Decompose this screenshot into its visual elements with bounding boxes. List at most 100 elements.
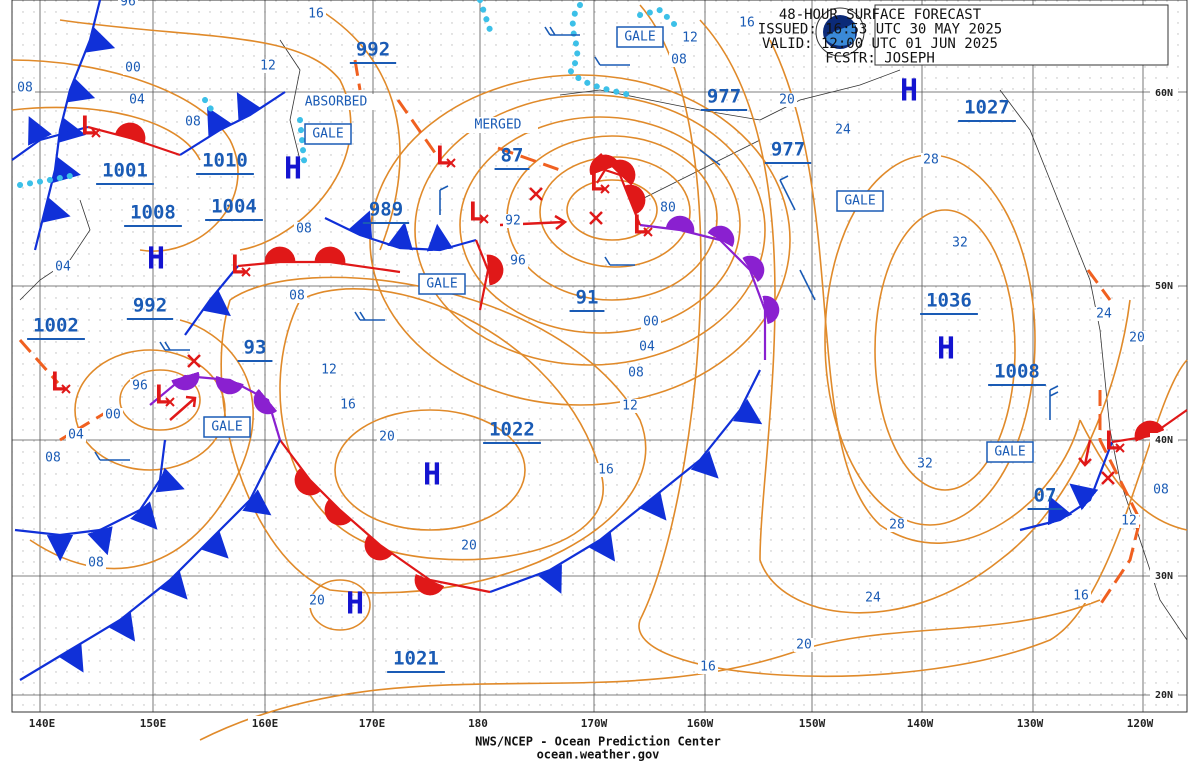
high-center: H: [423, 458, 441, 493]
isobar-label-bg: [306, 7, 326, 21]
header-box: [874, 4, 1169, 66]
absorbed-fronts: [17, 0, 683, 188]
header-line: 48-HOUR SURFACE FORECAST: [779, 7, 982, 23]
lon-label: 120W: [1127, 717, 1154, 730]
fronts: [11, 0, 1188, 681]
isobar-label-bg: [950, 236, 970, 250]
lon-label-box: [461, 716, 495, 732]
isobar-label: 28: [923, 153, 939, 168]
low-x: [600, 184, 610, 194]
isobar-label: 24: [1096, 307, 1112, 322]
isobar-label-bg: [669, 53, 689, 67]
lon-label: 150E: [140, 717, 167, 730]
pressure-label: 977: [707, 86, 741, 108]
gale-box: [304, 123, 352, 145]
isobar-label-bg: [887, 518, 907, 532]
low-center: L: [230, 251, 246, 281]
isobar-label: 20: [461, 539, 477, 554]
isobar-label-bg: [777, 93, 797, 107]
high-center: H: [147, 242, 165, 277]
pressure-label: 977: [771, 139, 805, 161]
lon-label-box: [577, 716, 611, 732]
lon-label: 160E: [252, 717, 279, 730]
footer-line: NWS/NCEP - Ocean Prediction Center: [475, 735, 721, 749]
pressure-label: 91: [576, 287, 599, 309]
lon-label: 170W: [581, 717, 608, 730]
isobar-label: 16: [739, 16, 755, 31]
isobar-label-bg: [53, 260, 73, 274]
isobar-label: 12: [622, 399, 638, 414]
isobar-label: 28: [889, 518, 905, 533]
isobar-label-bg: [287, 289, 307, 303]
noaa-logo: [815, 7, 865, 57]
footer-line: ocean.weather.gov: [537, 748, 660, 762]
low-x: [61, 384, 71, 394]
isobar-label-bg: [319, 363, 339, 377]
isobar-label-bg: [921, 153, 941, 167]
high-center: H: [284, 152, 302, 187]
gale-box: [986, 441, 1034, 463]
lon-label: 140W: [907, 717, 934, 730]
isobar-label-bg: [338, 398, 358, 412]
lon-label: 130W: [1017, 717, 1044, 730]
isobar-label: 20: [796, 638, 812, 653]
isobar-label: 08: [88, 556, 104, 571]
isobar-label-bg: [307, 594, 327, 608]
isobar-label-bg: [1094, 307, 1114, 321]
isobar-label: 04: [639, 340, 655, 355]
lat-label: 50N: [1155, 281, 1173, 292]
high-center: H: [346, 587, 364, 622]
isobar-label: 16: [308, 7, 324, 22]
low-center: L: [468, 198, 484, 228]
lon-label: 140E: [29, 717, 56, 730]
isobar-label: 16: [598, 463, 614, 478]
pressure-label: 1008: [130, 202, 176, 224]
isobar-label-bg: [103, 408, 123, 422]
pressure-label: 1004: [211, 196, 257, 218]
pressure-label: 1027: [964, 97, 1010, 119]
isobar-label-bg: [1071, 589, 1091, 603]
isobar-label-bg: [15, 81, 35, 95]
low-x: [1115, 443, 1125, 453]
lat-label: 60N: [1155, 88, 1173, 99]
low-x: [241, 267, 251, 277]
isobar-label-bg: [508, 254, 528, 268]
pressure-label: 992: [133, 295, 167, 317]
isobar-label: 20: [379, 430, 395, 445]
annotation: ABSORBED: [305, 95, 368, 110]
isobar-label-bg: [680, 31, 700, 45]
isobar-label-bg: [794, 638, 814, 652]
lon-label-box: [136, 716, 170, 732]
lon-label-box: [248, 716, 282, 732]
isobar-label: 20: [1129, 331, 1145, 346]
gale-box: [418, 273, 466, 295]
isobar-label: 08: [185, 115, 201, 130]
lat-label: 40N: [1155, 435, 1173, 446]
gale-label: GALE: [312, 127, 343, 142]
gale-label: GALE: [844, 194, 875, 209]
isobar-label-bg: [1127, 331, 1147, 345]
pressure-label: 992: [356, 39, 390, 61]
lon-label-box: [355, 716, 389, 732]
lon-label-box: [795, 716, 829, 732]
pressure-label: 1002: [33, 315, 79, 337]
isobar-label-bg: [658, 201, 678, 215]
lat-label-box: [1150, 688, 1178, 702]
lon-label-box: [1013, 716, 1047, 732]
low-center: L: [154, 381, 170, 411]
lon-label-box: [903, 716, 937, 732]
high-center: H: [937, 332, 955, 367]
isobar-label-bg: [377, 430, 397, 444]
high-center: H: [900, 74, 918, 109]
low-center: L: [589, 168, 605, 198]
isobar-label-bg: [737, 16, 757, 30]
isobar-label-bg: [833, 123, 853, 137]
lon-label: 160W: [687, 717, 714, 730]
isobar-label: 00: [125, 61, 141, 76]
isobar-label-bg: [620, 399, 640, 413]
isobar-label-bg: [626, 366, 646, 380]
low-center: L: [632, 211, 648, 241]
gale-label: GALE: [624, 30, 655, 45]
lat-label-box: [1150, 433, 1178, 447]
